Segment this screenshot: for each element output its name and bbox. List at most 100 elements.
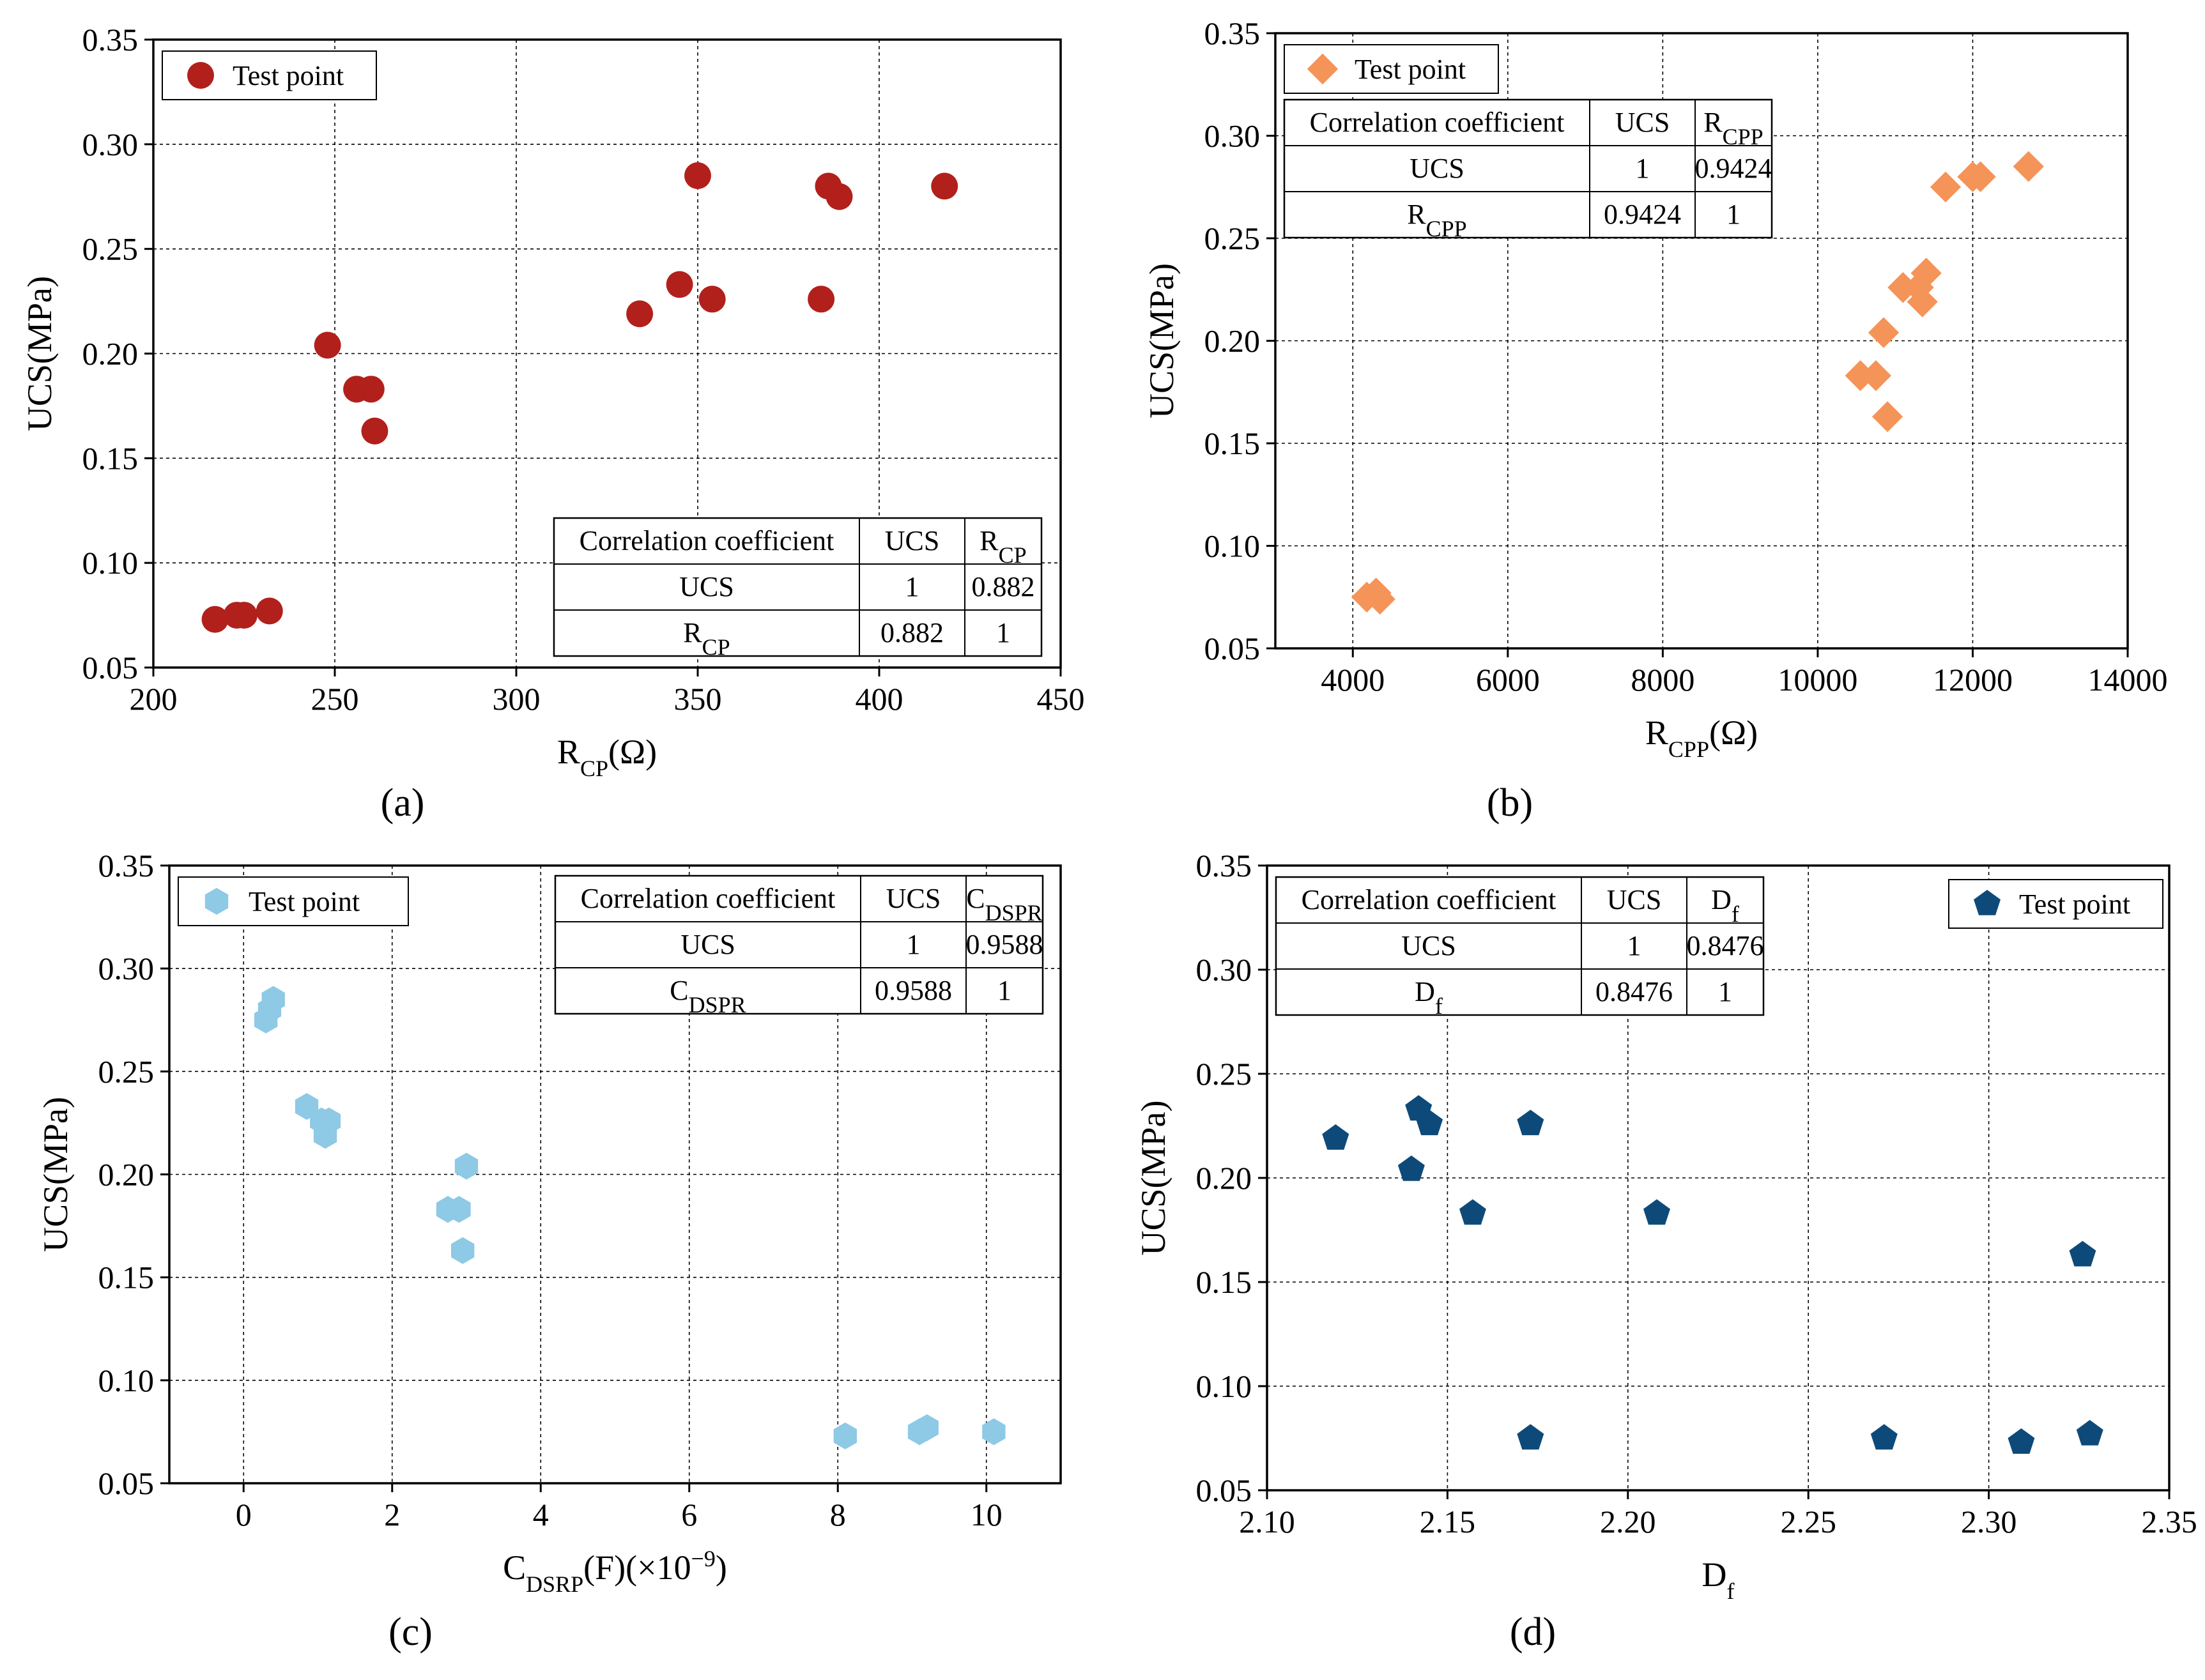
x-label-tail: (Ω) xyxy=(1709,714,1758,752)
x-tick-label: 2.25 xyxy=(1780,1504,1836,1539)
x-label-sub: CPP xyxy=(1668,737,1709,762)
x-label-tail: (F)(×10 xyxy=(583,1548,691,1587)
table-header-text: UCS xyxy=(885,525,940,556)
y-tick-label: 0.25 xyxy=(1196,1056,1252,1092)
table-row-label: UCS xyxy=(1401,930,1456,961)
table-row-head: UCS xyxy=(679,571,734,602)
data-point xyxy=(1459,1199,1486,1225)
table-header-cell: UCS xyxy=(885,525,940,556)
correlation-table: Correlation coefficient UCS RCP UCS 1 0.882 RC… xyxy=(553,517,1043,660)
x-label-end: ) xyxy=(716,1548,727,1587)
legend-marker xyxy=(1974,890,2001,915)
y-tick-label: 0.20 xyxy=(1196,1160,1252,1196)
table-header-sub: DSPR xyxy=(985,900,1043,926)
table-header-cell: RCPP xyxy=(1703,107,1763,149)
data-point xyxy=(684,162,711,189)
table-header-sub: CP xyxy=(999,542,1027,568)
x-axis-label: Df xyxy=(1702,1555,1735,1604)
table-cell: 1 xyxy=(1718,976,1732,1007)
legend: Test point xyxy=(162,50,377,100)
chart-panel-d: 2.10 2.15 2.20 2.25 2.30 2.35 0.05 0.10 0.15 0.20… xyxy=(1134,848,2197,1654)
legend-label: Test point xyxy=(2019,889,2130,920)
y-axis-label: UCS(MPa) xyxy=(36,1097,75,1252)
data-point xyxy=(826,183,853,210)
y-tick-label: 0.30 xyxy=(1196,952,1252,988)
x-label-tail: (Ω) xyxy=(608,733,657,771)
table-cell: 1 xyxy=(996,617,1010,648)
table-header-cell: Df xyxy=(1711,884,1739,927)
legend: Test point xyxy=(1284,44,1499,94)
y-tick-label: 0.20 xyxy=(98,1157,155,1193)
x-tick-label: 0 xyxy=(236,1497,252,1532)
table-frame xyxy=(1275,876,1765,1016)
panel-label: (a) xyxy=(381,781,425,825)
table-header-sub: f xyxy=(1732,901,1739,927)
x-tick-label: 2.10 xyxy=(1239,1504,1295,1539)
table-header-cell: Correlation coefficient xyxy=(1302,884,1556,915)
data-point xyxy=(931,172,958,200)
data-point xyxy=(1517,1424,1544,1450)
legend-marker xyxy=(187,62,214,89)
table-frame xyxy=(553,517,1043,657)
data-point xyxy=(626,300,654,328)
x-tick-label: 8000 xyxy=(1631,662,1694,698)
data-point xyxy=(808,286,835,313)
table-header-text: UCS xyxy=(1607,884,1662,915)
table-row-label-sub: f xyxy=(1435,993,1443,1019)
y-tick-label: 0.35 xyxy=(1196,848,1252,883)
table-header-sub: CPP xyxy=(1723,124,1763,149)
data-point xyxy=(1517,1110,1544,1136)
table-header-cell: Correlation coefficient xyxy=(580,525,834,556)
x-label-main: R xyxy=(557,733,580,771)
x-tick-label: 4 xyxy=(533,1497,549,1532)
y-tick-label: 0.10 xyxy=(82,545,139,581)
y-tick-label: 0.20 xyxy=(82,336,139,372)
table-cell: 0.9588 xyxy=(966,929,1043,960)
x-tick-label: 14000 xyxy=(2088,662,2168,698)
data-series xyxy=(1351,151,2044,615)
data-point xyxy=(1416,1110,1443,1136)
table-row-head: RCP xyxy=(683,617,730,660)
x-label-main: R xyxy=(1645,714,1668,752)
x-tick-label: 10 xyxy=(971,1497,1003,1532)
data-point xyxy=(2069,1241,2096,1267)
table-header-text: R xyxy=(1703,107,1723,138)
data-point xyxy=(2013,151,2044,182)
x-label-sub: CP xyxy=(580,756,608,781)
data-point xyxy=(1860,360,1891,392)
x-tick-label: 350 xyxy=(674,681,722,717)
table-header-cell: Correlation coefficient xyxy=(581,883,836,914)
data-point xyxy=(357,376,385,403)
chart-panel-b: 4000 6000 8000 10000 12000 14000 0.05 0.10 0.15 0… xyxy=(1142,15,2168,825)
x-tick-label: 12000 xyxy=(1933,662,2013,698)
y-tick-label: 0.05 xyxy=(1204,630,1261,666)
y-tick-label: 0.15 xyxy=(98,1260,155,1295)
x-tick-label: 2.20 xyxy=(1600,1504,1656,1539)
table-header-cell: RCP xyxy=(980,525,1026,568)
x-axis-label: RCP(Ω) xyxy=(557,733,657,781)
data-point xyxy=(1910,257,1942,289)
y-tick-label: 0.30 xyxy=(98,951,155,986)
x-tick-label: 8 xyxy=(830,1497,846,1532)
table-cell: 0.9424 xyxy=(1604,199,1681,230)
data-series xyxy=(1322,1095,2103,1454)
table-row-label-sub: DSPR xyxy=(689,992,746,1018)
x-tick-label: 10000 xyxy=(1778,662,1857,698)
x-tick-label: 4000 xyxy=(1321,662,1385,698)
legend-label: Test point xyxy=(1355,54,1466,85)
y-axis-label: UCS(MPa) xyxy=(20,276,59,431)
table-cell: 0.882 xyxy=(880,617,944,648)
data-series xyxy=(201,162,958,633)
data-point xyxy=(201,606,229,633)
y-tick-label: 0.15 xyxy=(1204,425,1261,461)
table-cell: 0.9588 xyxy=(875,975,952,1006)
data-point xyxy=(256,597,283,625)
data-point xyxy=(1364,583,1395,615)
x-label-sub: DSRP xyxy=(526,1571,583,1597)
data-point xyxy=(1907,286,1938,317)
legend-marker xyxy=(1307,53,1339,85)
x-axis-label: CDSRP(F)(×10−9) xyxy=(503,1546,727,1597)
legend: Test point xyxy=(178,876,409,926)
table-cell: 0.9424 xyxy=(1695,153,1772,184)
